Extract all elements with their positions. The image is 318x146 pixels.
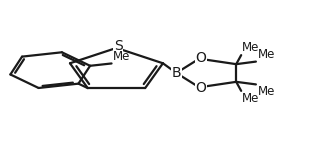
Text: Me: Me xyxy=(242,41,259,54)
Text: B: B xyxy=(171,66,181,80)
Text: Me: Me xyxy=(113,50,130,63)
Text: Me: Me xyxy=(242,92,259,105)
Text: O: O xyxy=(195,51,206,65)
Text: Me: Me xyxy=(258,48,275,61)
Text: O: O xyxy=(195,81,206,95)
Text: Me: Me xyxy=(258,85,275,98)
Text: S: S xyxy=(114,39,122,53)
